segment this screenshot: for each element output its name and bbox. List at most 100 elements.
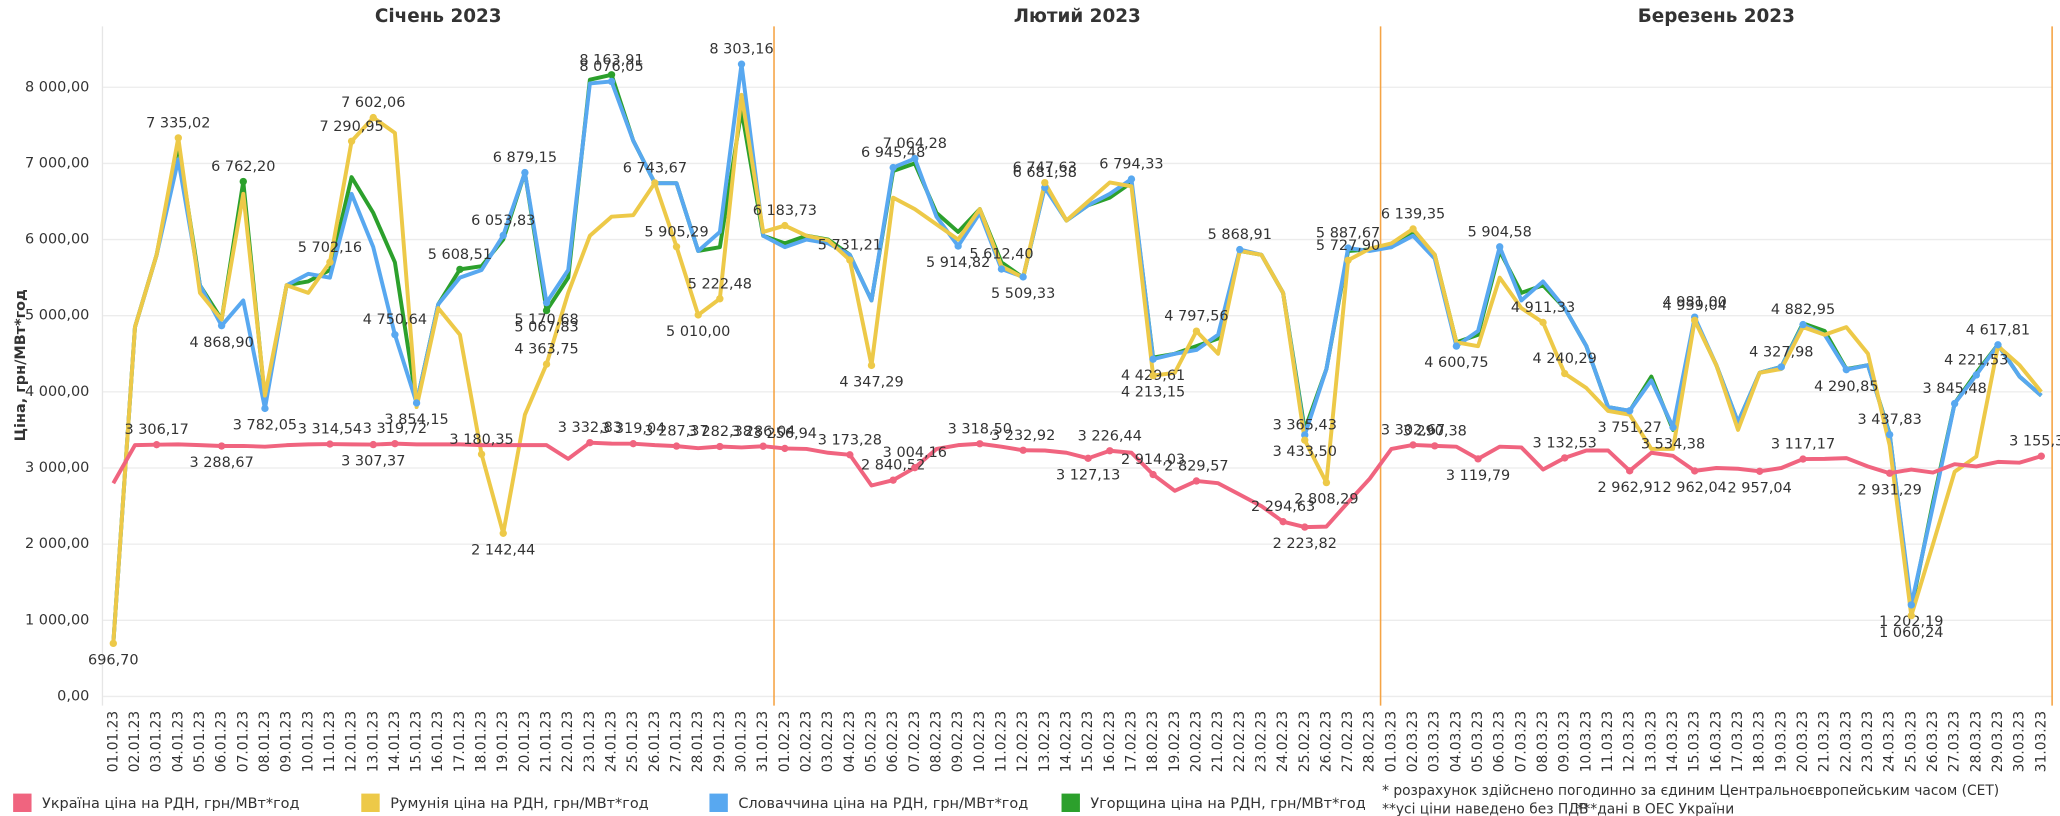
data-label: 2 914,03	[1121, 452, 1185, 468]
data-label: 5 731,21	[818, 238, 882, 254]
data-label: 3 365,43	[1273, 418, 1337, 434]
x-tick-label: 04.03.23	[1448, 711, 1464, 772]
x-tick-label: 03.01.23	[149, 711, 165, 772]
data-label: 4 600,75	[1424, 355, 1488, 371]
data-point	[521, 168, 529, 177]
data-point	[1496, 243, 1504, 251]
data-label: 6 139,35	[1381, 206, 1445, 222]
data-point	[1885, 469, 1894, 477]
data-label: 6 743,67	[623, 160, 687, 176]
data-point	[1301, 436, 1309, 444]
data-point	[846, 256, 854, 264]
data-label: 6 747,63	[1013, 160, 1077, 176]
data-point	[1755, 467, 1764, 475]
data-label: 2 294,63	[1251, 499, 1315, 515]
x-tick-label: 26.01.23	[647, 711, 663, 772]
x-tick-label: 05.01.23	[192, 711, 208, 772]
x-tick-label: 15.02.23	[1080, 711, 1096, 772]
data-label: 2 957,04	[1728, 480, 1792, 496]
data-label: 3 282,38	[688, 424, 752, 440]
data-label: 3 314,54	[298, 422, 362, 438]
data-point	[1149, 371, 1157, 380]
x-tick-label: 01.03.23	[1383, 711, 1399, 772]
data-point	[694, 311, 702, 319]
x-tick-label: 24.01.23	[604, 711, 620, 772]
x-tick-label: 07.03.23	[1513, 711, 1529, 772]
data-point	[1084, 454, 1092, 462]
x-tick-label: 18.03.23	[1752, 711, 1768, 772]
data-label: 5 222,48	[688, 276, 752, 292]
x-tick-label: 14.01.23	[387, 711, 403, 772]
data-point	[781, 444, 789, 453]
x-tick-label: 20.03.23	[1795, 711, 1811, 772]
data-label: 3 306,17	[124, 422, 188, 438]
x-tick-label: 22.01.23	[560, 711, 576, 772]
legend-swatch	[361, 793, 380, 812]
note: ***дані в ОЕС України	[1577, 801, 1735, 816]
data-label: 3 132,53	[1533, 435, 1597, 451]
data-label: 2 931,29	[1857, 482, 1921, 498]
x-tick-label: 21.03.23	[1817, 711, 1833, 772]
data-label: 5 727,90	[1316, 238, 1380, 254]
x-tick-label: 17.01.23	[452, 711, 468, 772]
x-tick-label: 02.03.23	[1405, 711, 1421, 772]
x-tick-label: 01.02.23	[777, 711, 793, 772]
data-point	[1149, 470, 1157, 479]
x-tick-label: 30.01.23	[734, 711, 750, 772]
data-point	[326, 440, 334, 448]
data-label: 3 256,94	[753, 426, 817, 442]
data-label: 3 155,34	[2009, 434, 2060, 450]
x-tick-label: 30.03.23	[2012, 711, 2028, 772]
x-tick-label: 11.03.23	[1600, 711, 1616, 772]
data-label: 7 602,06	[341, 95, 405, 111]
data-point	[1236, 245, 1244, 254]
data-label: 5 868,91	[1208, 227, 1272, 243]
x-tick-label: 06.03.23	[1492, 711, 1508, 772]
data-label: 3 290,38	[1403, 423, 1467, 439]
data-label: 2 808,29	[1294, 492, 1358, 508]
x-tick-label: 07.01.23	[235, 711, 251, 772]
x-tick-label: 12.02.23	[1015, 711, 1031, 772]
x-tick-label: 16.03.23	[1708, 711, 1724, 772]
data-label: 4 347,29	[839, 374, 903, 390]
x-tick-label: 04.01.23	[170, 711, 186, 772]
data-label: 3 534,38	[1641, 436, 1705, 452]
x-tick-label: 28.02.23	[1362, 711, 1378, 772]
data-label: 2 223,82	[1273, 536, 1337, 552]
data-point	[672, 243, 681, 251]
x-tick-label: 26.02.23	[1318, 711, 1334, 772]
x-tick-label: 25.02.23	[1297, 711, 1313, 772]
data-point	[586, 438, 594, 447]
data-point	[997, 265, 1006, 273]
series-line	[111, 440, 2042, 530]
data-label: 4 750,64	[363, 312, 427, 328]
data-label: 6 945,48	[861, 145, 925, 161]
data-point	[217, 442, 226, 450]
data-label: 3 319,72	[363, 421, 427, 437]
data-point	[499, 231, 507, 240]
x-tick-label: 12.01.23	[344, 711, 360, 772]
x-tick-label: 04.02.23	[842, 711, 858, 772]
x-tick-label: 21.02.23	[1210, 711, 1226, 772]
x-tick-label: 25.01.23	[625, 711, 641, 772]
data-label: 5 509,33	[991, 286, 1055, 302]
data-point	[1322, 478, 1331, 487]
data-point	[1149, 355, 1157, 363]
data-label: 8 163,91	[579, 52, 643, 68]
data-label: 1 060,24	[1879, 625, 1943, 641]
data-label: 3 286,04	[731, 424, 795, 440]
x-tick-label: 18.01.23	[474, 711, 490, 772]
x-tick-label: 24.03.23	[1882, 711, 1898, 772]
data-point	[1691, 467, 1699, 475]
data-point	[1799, 320, 1807, 329]
x-tick-label: 28.01.23	[690, 711, 706, 772]
data-point	[2037, 452, 2045, 460]
data-label: 3 004,16	[883, 445, 947, 461]
data-label: 4 213,15	[1121, 385, 1185, 401]
y-tick-label: 5 000,00	[25, 308, 89, 324]
data-label: 6 681,38	[1013, 165, 1077, 181]
x-tick-label: 14.02.23	[1058, 711, 1074, 772]
data-label: 7 064,28	[883, 136, 947, 152]
data-point	[1344, 244, 1352, 252]
data-label: 4 290,85	[1814, 379, 1878, 395]
